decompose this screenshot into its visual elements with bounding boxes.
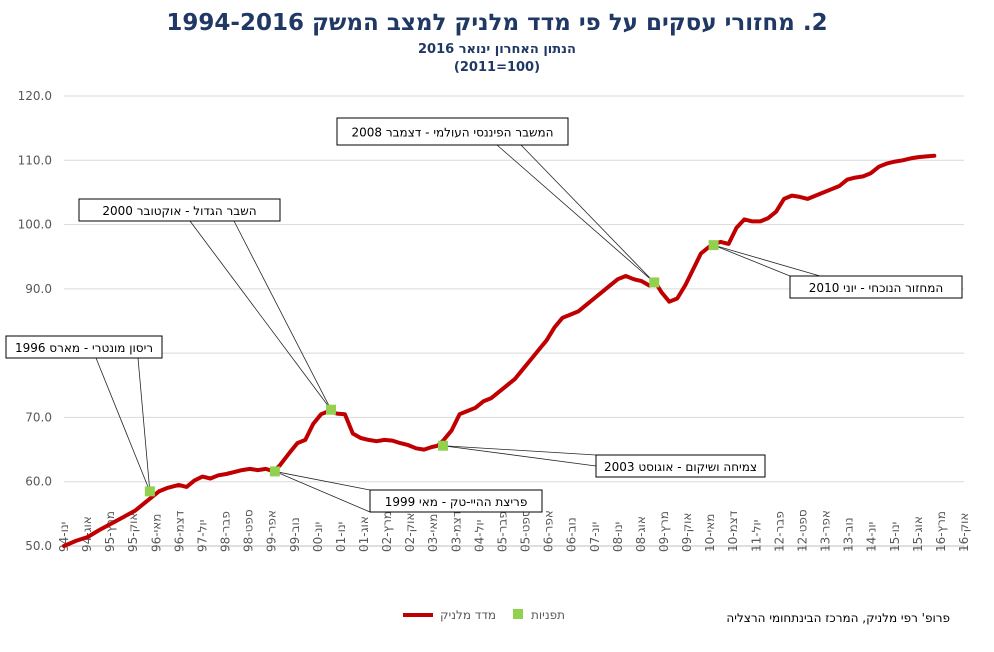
chart-subtitle: הנתון האחרון ינואר 2016: [418, 42, 576, 57]
callout-leader: [520, 144, 655, 283]
x-tick-label: ספט-12: [795, 509, 809, 552]
x-tick-label: נוב-06: [565, 517, 579, 552]
y-tick-label: 70.0: [25, 410, 52, 424]
callout-leader: [442, 445, 597, 467]
callout-label: השבר הגדול - אוקטובר 2000: [102, 204, 256, 218]
callout-label: המחזור הנוכחי - יוני 2010: [809, 281, 943, 295]
callout-leader: [233, 220, 332, 410]
callout-box: [78, 198, 281, 222]
callout-box: [595, 454, 766, 478]
legend: מדד מלניק תפניות: [403, 608, 565, 622]
turning-point-markers: [144, 240, 719, 497]
x-tick-label: יול-97: [195, 520, 209, 552]
x-tick-label: מאי-96: [149, 514, 163, 552]
callout-leader: [713, 244, 791, 277]
x-tick-label: נוב-13: [842, 517, 856, 552]
x-axis: ינו-94אוג-94מרץ-95אוק-95מאי-96דצמ-96יול-…: [57, 509, 971, 552]
x-tick-label: אוג-94: [80, 516, 94, 552]
x-tick-label: פבר-12: [772, 511, 786, 552]
x-tick-label: אוג-08: [634, 516, 648, 552]
x-tick-label: אוג-15: [911, 516, 925, 552]
x-tick-label: אוק-09: [680, 513, 694, 552]
x-tick-label: ינו-15: [888, 522, 902, 552]
turning-point-marker: [269, 466, 280, 477]
callout-leader: [274, 471, 371, 491]
x-tick-label: אוק-95: [126, 513, 140, 552]
x-tick-label: אפר-06: [542, 510, 556, 552]
x-tick-label: אוק-02: [403, 513, 417, 552]
callout-leader: [137, 357, 151, 492]
x-tick-label: מרץ-09: [657, 511, 671, 552]
x-tick-label: מאי-10: [703, 514, 717, 552]
x-tick-label: דצמ-03: [449, 510, 463, 552]
annotation-leaders: [95, 144, 821, 513]
y-tick-label: 120.0: [18, 89, 52, 103]
series-line-melnick-index: [62, 153, 937, 548]
callout-leader: [442, 445, 597, 456]
callout-box: [369, 489, 543, 513]
x-tick-label: אוג-01: [357, 516, 371, 552]
callout-leader: [496, 144, 655, 283]
turning-point-marker: [708, 240, 719, 251]
callout-box: [5, 335, 163, 359]
x-tick-label: יונ-07: [588, 522, 602, 552]
x-tick-label: ינו-08: [611, 522, 625, 552]
x-tick-label: יול-04: [472, 520, 486, 552]
x-tick-label: מרץ-95: [103, 511, 117, 552]
callout-box: [336, 117, 569, 146]
turning-point-marker: [326, 404, 337, 415]
x-tick-label: אפר-13: [819, 510, 833, 552]
x-tick-label: מאי-03: [426, 514, 440, 552]
callout-leader: [95, 357, 151, 492]
x-tick-label: מרץ-02: [380, 511, 394, 552]
x-tick-label: ינו-01: [334, 522, 348, 552]
x-tick-label: ספט-05: [519, 509, 533, 552]
x-tick-label: אפר-99: [265, 510, 279, 552]
legend-marker-swatch: [513, 609, 523, 619]
credit-text: פרופ' רפי מלניק, המרכז הבינתחומי הרצליה: [726, 611, 950, 625]
x-tick-label: יונ-00: [311, 522, 325, 552]
x-tick-label: מרץ-16: [934, 511, 948, 552]
legend-label-series: מדד מלניק: [440, 608, 496, 622]
callout-leader: [274, 471, 371, 513]
annotation-callouts: ריסון מונטרי - מארס 1996 פריצת ההיי-טק - …: [5, 117, 963, 513]
x-tick-label: אוק-16: [957, 513, 971, 552]
x-tick-label: יול-11: [749, 520, 763, 552]
x-tick-label: פבר-98: [219, 511, 233, 552]
turning-point-marker: [437, 440, 448, 451]
x-tick-label: דצמ-96: [172, 510, 186, 552]
y-tick-label: 100.0: [18, 218, 52, 232]
y-tick-label: 90.0: [25, 282, 52, 296]
callout-label: המשבר הפיננסי העולמי - דצמבר 2008: [351, 126, 553, 140]
x-tick-label: דצמ-10: [726, 510, 740, 552]
turning-point-marker: [649, 277, 660, 288]
x-tick-label: יונ-14: [865, 522, 879, 552]
callout-leader: [189, 220, 332, 410]
y-tick-label: 60.0: [25, 475, 52, 489]
x-tick-label: ספט-98: [242, 509, 256, 552]
y-tick-label: 110.0: [18, 153, 52, 167]
y-tick-label: 50.0: [25, 539, 52, 553]
callout-box: [789, 275, 963, 299]
chart-title: 2. מחזורי עסקים על פי מדד מלניק למצב המש…: [166, 10, 828, 36]
turning-point-marker: [144, 486, 155, 497]
callout-label: פריצת ההיי-טק - מאי 1999: [385, 495, 528, 509]
legend-label-turning-points: תפניות: [531, 608, 565, 622]
callout-label: צמיחה ושיקום - אוגוסט 2003: [604, 460, 757, 474]
x-tick-label: נוב-99: [288, 517, 302, 552]
x-tick-label: פבר-05: [495, 511, 509, 552]
callout-label: ריסון מונטרי - מארס 1996: [15, 341, 153, 355]
chart-subtitle-base: (100=2011): [453, 60, 541, 75]
callout-leader: [713, 244, 821, 277]
